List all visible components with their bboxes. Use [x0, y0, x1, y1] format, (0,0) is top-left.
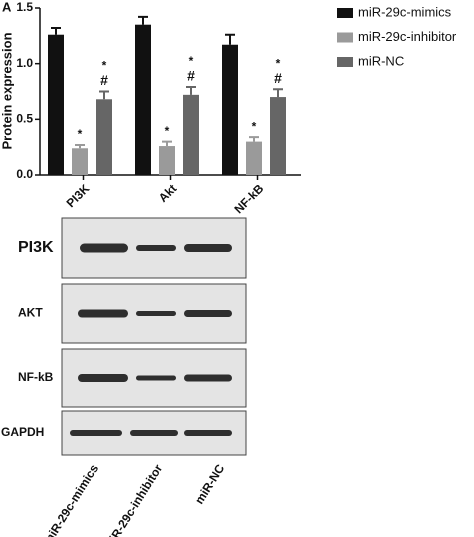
blot-band: [130, 430, 178, 436]
legend-swatch: [337, 57, 353, 67]
blot-lane-label: miR-29c-inhibitor: [101, 462, 165, 537]
error-bar: [99, 90, 109, 100]
bar: [159, 146, 175, 175]
bar: [96, 99, 112, 175]
blot-band: [184, 430, 232, 436]
error-bar: [225, 33, 235, 45]
bar: [72, 148, 88, 175]
error-bar: [186, 86, 196, 95]
blot-lane-label: miR-29c-mimics: [41, 462, 102, 537]
significance-mark: *: [276, 56, 281, 70]
y-tick-label: 1.0: [16, 56, 33, 70]
blot-band: [184, 244, 232, 252]
y-tick-label: 0.0: [16, 167, 33, 181]
blot-band: [70, 430, 122, 436]
significance-mark: #: [274, 70, 282, 86]
blot-band: [136, 375, 176, 381]
legend-swatch: [337, 8, 353, 18]
x-tick-label: PI3K: [64, 181, 93, 210]
y-axis-label: Protein expression: [0, 32, 14, 149]
error-bar: [249, 136, 259, 142]
panel-label: A: [2, 0, 12, 14]
bar: [246, 141, 262, 175]
blot-band: [136, 311, 176, 316]
error-bar: [75, 143, 85, 149]
blot-lane-label: miR-NC: [192, 462, 227, 507]
bar: [135, 24, 151, 176]
legend-swatch: [337, 32, 353, 43]
blot-row-label: GAPDH: [1, 425, 44, 439]
bar: [48, 34, 64, 175]
blot-row-label: NF-kB: [18, 370, 54, 384]
blot-band: [184, 374, 232, 382]
error-bar: [138, 15, 148, 25]
bar: [183, 94, 199, 175]
bar: [270, 97, 286, 175]
blot-row-label: AKT: [18, 306, 43, 320]
significance-mark: *: [165, 124, 170, 138]
significance-mark: *: [189, 54, 194, 68]
blot-band: [136, 245, 176, 251]
x-tick-label: NF-kB: [231, 181, 266, 216]
blot-band: [80, 243, 128, 253]
significance-mark: *: [252, 119, 257, 133]
error-bar: [51, 27, 61, 35]
legend-label: miR-NC: [358, 53, 404, 68]
legend-label: miR-29c-inhibitor: [358, 29, 457, 44]
significance-mark: #: [187, 68, 195, 84]
significance-mark: *: [102, 59, 107, 73]
blot-band: [184, 310, 232, 317]
x-tick-label: Akt: [156, 181, 180, 205]
y-tick-label: 1.5: [16, 0, 33, 14]
blot-row-label: PI3K: [18, 239, 54, 256]
significance-mark: *: [78, 127, 83, 141]
error-bar: [162, 140, 172, 147]
blot-band: [78, 309, 128, 318]
y-tick-label: 0.5: [16, 112, 33, 126]
legend-label: miR-29c-mimics: [358, 4, 452, 19]
blot-band: [78, 374, 128, 382]
error-bar: [273, 88, 283, 98]
bar: [222, 44, 238, 175]
significance-mark: #: [100, 72, 108, 88]
